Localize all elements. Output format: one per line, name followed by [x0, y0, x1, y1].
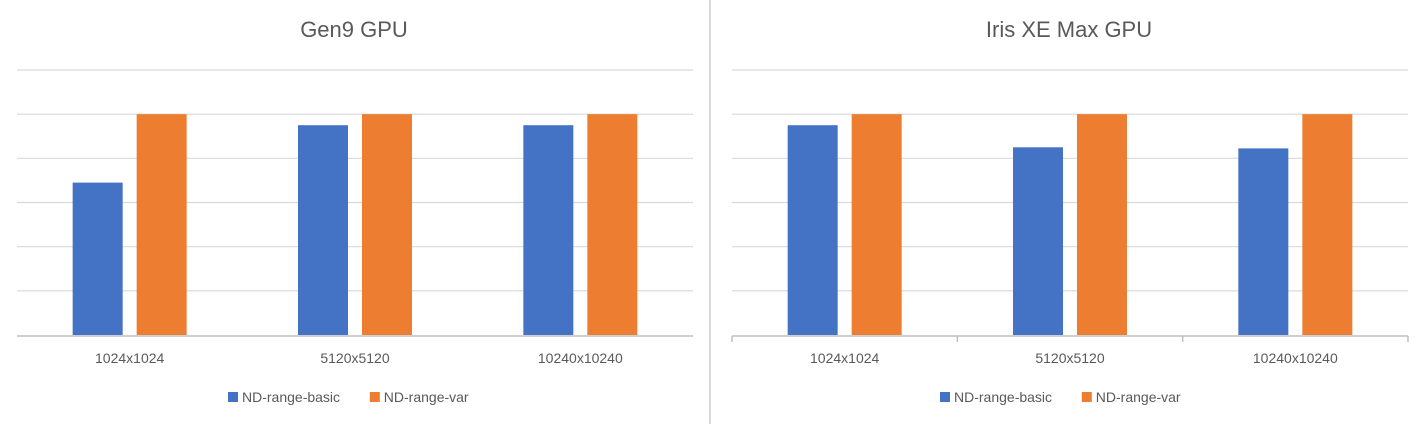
panel-divider	[709, 0, 711, 424]
x-tick-label: 10240x10240	[1253, 350, 1338, 366]
bar-nd-range-var	[1077, 114, 1127, 336]
bar-nd-range-basic	[523, 125, 574, 335]
bar-nd-range-basic	[1238, 148, 1289, 335]
bar-nd-range-var	[851, 114, 902, 336]
legend-swatch	[1081, 392, 1092, 402]
bar-nd-range-var	[1302, 114, 1353, 336]
chart-iris-xe-max: Iris XE Max GPU 1024x1024 5120x5120 10240x…	[731, 17, 1409, 405]
chart-gen9: Gen9 GPU 1024x1024 5120x5120 10240x10240 N…	[17, 17, 693, 405]
chart-panel-iris-xe-max: Iris XE Max GPU 1024x1024 5120x5120 10240x…	[711, 0, 1425, 424]
legend-label: ND-range-var	[1096, 389, 1181, 405]
legend-swatch	[369, 392, 380, 402]
bar-nd-range-var	[362, 114, 412, 336]
x-tick-label: 5120x5120	[1035, 350, 1105, 366]
x-tick-label: 1024x1024	[95, 350, 165, 366]
x-tick-label: 1024x1024	[810, 350, 880, 366]
legend-swatch	[940, 392, 950, 402]
bar-nd-range-basic	[298, 125, 348, 335]
chart-title: Iris XE Max GPU	[986, 17, 1152, 42]
x-tick-label: 5120x5120	[320, 350, 390, 366]
bar-nd-range-basic	[787, 125, 838, 335]
bar-nd-range-basic	[72, 182, 123, 335]
bar-nd-range-var	[136, 114, 187, 336]
legend-label: ND-range-var	[384, 389, 469, 405]
legend-label: ND-range-basic	[242, 389, 340, 405]
chart-title: Gen9 GPU	[300, 17, 408, 42]
chart-panel-gen9: Gen9 GPU 1024x1024 5120x5120 10240x10240 N…	[0, 0, 709, 424]
bar-nd-range-basic	[1013, 147, 1063, 335]
bar-nd-range-var	[587, 114, 638, 336]
x-tick-label: 10240x10240	[538, 350, 623, 366]
legend-swatch	[228, 392, 238, 402]
legend-label: ND-range-basic	[954, 389, 1052, 405]
